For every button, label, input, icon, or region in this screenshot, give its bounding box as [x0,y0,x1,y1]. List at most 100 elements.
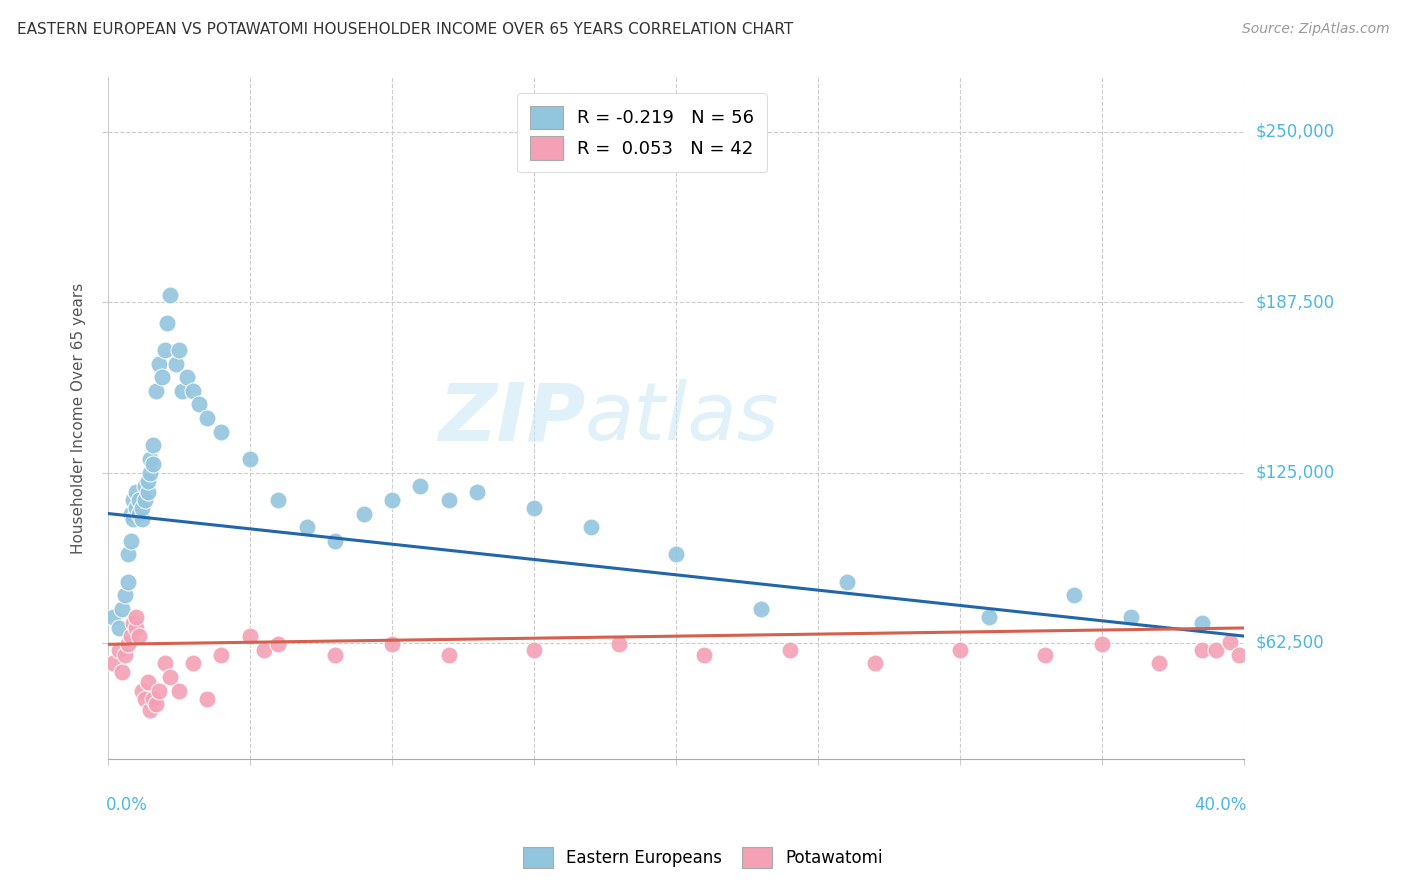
Point [749,602,772,616]
Point [949,642,972,657]
Point [523,501,546,516]
Point [176,370,198,384]
Point [267,637,290,651]
Point [125,621,148,635]
Point [195,411,218,425]
Point [181,384,204,398]
Point [139,703,162,717]
Y-axis label: Householder Income Over 65 years: Householder Income Over 65 years [72,283,86,554]
Point [465,484,488,499]
Point [1205,642,1227,657]
Point [187,397,209,411]
Point [142,458,165,472]
Point [131,501,153,516]
Point [131,512,153,526]
Point [108,642,131,657]
Point [1191,615,1213,630]
Point [323,533,346,548]
Point [139,466,162,480]
Point [142,691,165,706]
Point [1227,648,1250,663]
Text: 40.0%: 40.0% [1194,797,1247,814]
Point [114,588,136,602]
Point [1035,648,1057,663]
Point [267,492,290,507]
Point [153,343,176,357]
Point [607,637,630,651]
Point [977,610,1000,624]
Point [134,492,156,507]
Point [835,574,858,589]
Point [136,484,159,499]
Point [253,642,276,657]
Point [159,670,181,684]
Text: ZIP: ZIP [437,379,585,457]
Point [381,492,404,507]
Point [145,384,167,398]
Text: Source: ZipAtlas.com: Source: ZipAtlas.com [1241,22,1389,37]
Point [1147,657,1170,671]
Point [167,683,190,698]
Point [1191,642,1213,657]
Point [209,425,232,439]
Point [170,384,193,398]
Point [136,474,159,488]
Point [523,642,546,657]
Point [128,492,150,507]
Point [665,548,688,562]
Point [125,610,148,624]
Point [159,288,181,302]
Point [117,548,139,562]
Legend: Eastern Europeans, Potawatomi: Eastern Europeans, Potawatomi [516,840,890,875]
Point [1119,610,1142,624]
Point [437,648,460,663]
Point [122,512,145,526]
Point [165,357,187,371]
Point [167,343,190,357]
Point [239,452,262,467]
Point [103,610,125,624]
Point [136,675,159,690]
Point [139,452,162,467]
Point [579,520,602,534]
Point [145,698,167,712]
Point [142,438,165,452]
Text: $62,500: $62,500 [1256,634,1324,652]
Text: EASTERN EUROPEAN VS POTAWATOMI HOUSEHOLDER INCOME OVER 65 YEARS CORRELATION CHAR: EASTERN EUROPEAN VS POTAWATOMI HOUSEHOLD… [17,22,793,37]
Point [148,357,170,371]
Point [103,657,125,671]
Point [353,507,375,521]
Point [209,648,232,663]
Point [323,648,346,663]
Point [195,691,218,706]
Point [125,501,148,516]
Point [128,629,150,643]
Point [131,683,153,698]
Point [111,602,134,616]
Point [117,637,139,651]
Point [108,621,131,635]
Point [122,615,145,630]
Point [120,629,142,643]
Point [125,484,148,499]
Point [156,316,179,330]
Point [239,629,262,643]
Point [111,665,134,679]
Point [150,370,173,384]
Point [134,691,156,706]
Point [693,648,716,663]
Point [1219,634,1241,648]
Point [120,533,142,548]
Text: atlas: atlas [585,379,780,457]
Point [134,479,156,493]
Point [120,507,142,521]
Point [181,657,204,671]
Point [295,520,318,534]
Point [863,657,886,671]
Point [117,574,139,589]
Point [128,507,150,521]
Point [114,648,136,663]
Text: $250,000: $250,000 [1256,123,1334,141]
Text: $125,000: $125,000 [1256,464,1334,482]
Text: 0.0%: 0.0% [105,797,148,814]
